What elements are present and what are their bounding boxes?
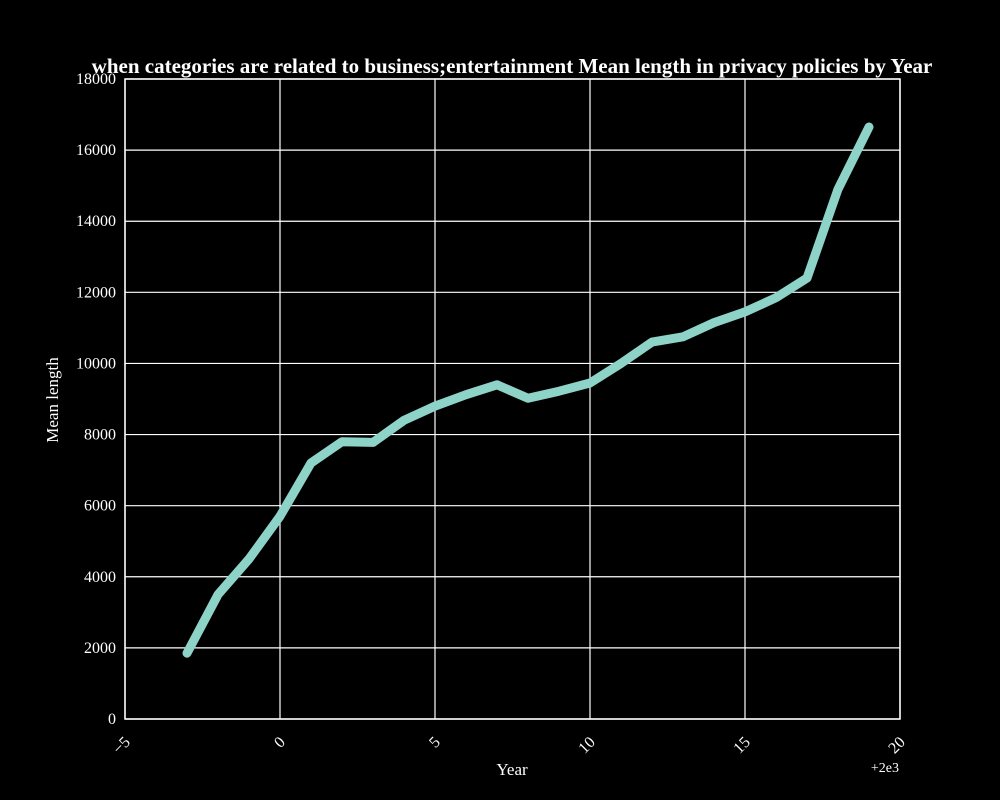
y-tick-label: 16000 xyxy=(76,142,116,159)
y-tick-label: 0 xyxy=(108,711,116,728)
x-tick-label: 0 xyxy=(271,734,289,752)
y-tick-label: 18000 xyxy=(76,71,116,88)
series-line xyxy=(182,122,874,658)
y-tick-label: 6000 xyxy=(84,498,116,515)
x-tick-label: −5 xyxy=(110,734,134,758)
grid-lines xyxy=(124,78,901,720)
x-axis-label: Year xyxy=(496,760,528,779)
y-tick-label: 4000 xyxy=(84,569,116,586)
y-tick-label: 12000 xyxy=(76,284,116,301)
y-tick-label: 14000 xyxy=(76,213,116,230)
x-tick-label: 10 xyxy=(575,734,598,757)
x-tick-label: 5 xyxy=(426,734,444,752)
x-axis-offset-label: +2e3 xyxy=(871,761,899,776)
x-tick-label: 15 xyxy=(730,734,753,757)
x-axis-ticks: −5 0 5 10 15 20 xyxy=(110,734,909,758)
y-tick-label: 2000 xyxy=(84,640,116,657)
x-tick-label: 20 xyxy=(885,734,908,757)
y-axis-ticks: 0 2000 4000 6000 8000 10000 12000 14000 16000 180… xyxy=(76,71,116,728)
chart-title: when categories are related to business;… xyxy=(92,54,933,78)
y-tick-label: 10000 xyxy=(76,355,116,372)
y-tick-label: 8000 xyxy=(84,427,116,444)
plot-frame xyxy=(124,78,901,720)
series-layer xyxy=(182,122,874,658)
y-axis-label: Mean length xyxy=(43,357,62,443)
